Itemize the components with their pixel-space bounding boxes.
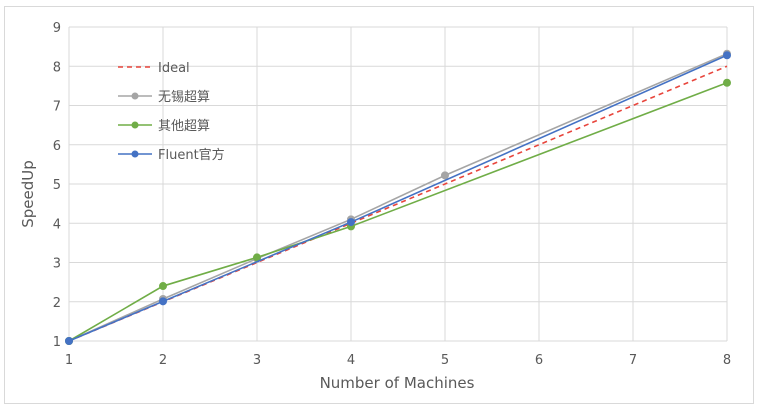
x-tick-label: 4 bbox=[347, 353, 355, 368]
y-tick-label: 3 bbox=[53, 257, 61, 272]
legend-marker bbox=[131, 92, 139, 100]
legend-item: Fluent官方 bbox=[118, 147, 225, 163]
x-tick-labels: 1 2 3 4 5 6 7 8 bbox=[65, 353, 731, 368]
series-line bbox=[68, 54, 728, 342]
legend-label: Fluent官方 bbox=[158, 147, 225, 163]
x-tick-label: 3 bbox=[253, 353, 261, 368]
y-tick-label: 6 bbox=[53, 139, 61, 154]
chart-frame bbox=[4, 6, 754, 404]
y-tick-label: 1 bbox=[53, 335, 61, 350]
y-tick-labels: 1 2 3 4 5 6 7 8 9 bbox=[53, 21, 61, 350]
legend-label: Ideal bbox=[158, 61, 190, 76]
legend-label: 其他超算 bbox=[158, 119, 210, 134]
data-point bbox=[65, 337, 73, 345]
data-point bbox=[441, 171, 449, 180]
x-tick-label: 1 bbox=[65, 353, 73, 368]
legend-label: 无锡超算 bbox=[158, 90, 210, 105]
legend-item: Ideal bbox=[118, 61, 190, 76]
y-tick-label: 2 bbox=[53, 296, 61, 311]
y-tick-label: 4 bbox=[53, 217, 61, 232]
legend-item: 其他超算 bbox=[118, 119, 210, 134]
data-point bbox=[159, 297, 167, 306]
x-tick-label: 6 bbox=[535, 353, 543, 368]
y-tick-label: 8 bbox=[53, 60, 61, 75]
y-tick-label: 5 bbox=[53, 178, 61, 193]
data-point bbox=[723, 78, 731, 87]
x-axis-title: Number of Machines bbox=[320, 374, 475, 392]
y-tick-label: 7 bbox=[53, 100, 61, 115]
series-Fluent官方 bbox=[65, 51, 731, 345]
legend-marker bbox=[131, 150, 139, 158]
series-line bbox=[68, 52, 728, 342]
data-point bbox=[159, 282, 167, 291]
x-tick-label: 5 bbox=[441, 353, 449, 368]
series-group bbox=[65, 49, 731, 345]
legend-item: 无锡超算 bbox=[118, 90, 210, 105]
data-point bbox=[723, 51, 731, 60]
data-point bbox=[347, 218, 355, 227]
y-tick-label: 9 bbox=[53, 21, 61, 36]
x-tick-label: 2 bbox=[159, 353, 167, 368]
grid-lines bbox=[68, 26, 728, 342]
legend-marker bbox=[131, 121, 139, 129]
y-axis-title: SpeedUp bbox=[19, 160, 37, 228]
x-tick-label: 8 bbox=[723, 353, 731, 368]
x-tick-label: 7 bbox=[629, 353, 637, 368]
